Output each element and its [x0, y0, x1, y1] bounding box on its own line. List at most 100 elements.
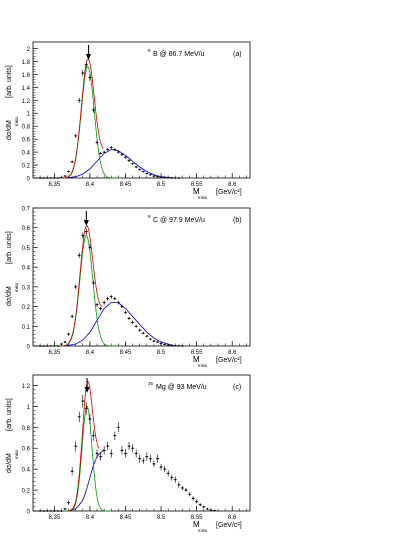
marker: [170, 344, 173, 347]
marker: [138, 168, 141, 171]
data-point: [155, 341, 160, 343]
fit-tail-curve: [64, 302, 176, 347]
x-axis-label-sub: miss: [198, 195, 208, 200]
marker: [53, 345, 56, 347]
marker: [92, 282, 95, 284]
data-point: [159, 463, 163, 471]
fit-gauss-curve: [62, 405, 112, 512]
x-tick-label: 8.6: [228, 182, 237, 188]
y-tick-label: 1.6: [22, 73, 31, 79]
data-point: [88, 413, 92, 425]
marker: [64, 341, 66, 343]
marker: [46, 177, 49, 179]
marker: [145, 455, 148, 458]
y-tick-label: 0: [27, 177, 31, 183]
marker: [71, 470, 74, 473]
marker: [64, 508, 66, 510]
data-point: [120, 304, 124, 309]
x-tick-label: 8.6: [228, 350, 237, 356]
arrow-head: [83, 220, 89, 226]
marker: [156, 457, 159, 460]
y-tick-label: 1: [27, 405, 31, 411]
y-axis-label-units: [arb. units]: [6, 398, 13, 431]
marker: [199, 503, 202, 506]
data-point: [116, 300, 120, 305]
marker: [81, 234, 84, 237]
marker: [195, 500, 198, 503]
marker: [39, 345, 42, 347]
x-tick-label: 8.35: [49, 182, 61, 188]
y-tick-label: 0: [27, 345, 31, 351]
data-point: [106, 148, 110, 151]
data-point: [166, 176, 170, 179]
marker: [149, 338, 152, 340]
data-point: [70, 467, 74, 476]
data-point: [66, 500, 71, 505]
data-point: [49, 177, 53, 179]
y-axis-title: dσ/dM miss [arb. units]: [6, 65, 19, 140]
marker: [113, 148, 116, 151]
marker: [60, 176, 63, 179]
marker: [71, 160, 74, 163]
marker: [89, 76, 91, 79]
x-tick-label: 8.35: [49, 515, 61, 521]
data-point: [177, 344, 181, 347]
marker: [74, 285, 77, 288]
data-point: [138, 168, 142, 171]
marker: [142, 332, 145, 335]
arrow-head: [85, 54, 91, 60]
data-point: [120, 446, 124, 455]
y-axis-title: dσ/dM miss [arb. units]: [6, 231, 19, 306]
marker: [128, 445, 130, 448]
marker: [170, 476, 173, 479]
data-point: [173, 476, 177, 483]
data-point: [159, 176, 163, 179]
data-point: [81, 69, 85, 77]
y-tick-label: 0.2: [22, 164, 31, 170]
fit-gauss-curve: [55, 66, 120, 179]
data-point: [123, 310, 128, 315]
beam-label-text: B @ 86.7 MeV/u: [153, 51, 205, 58]
data-point: [180, 485, 185, 491]
beam-label-mass-number: 8: [148, 48, 151, 53]
x-axis-label-main: M: [193, 355, 200, 364]
plot-frame: [32, 207, 251, 347]
data-point: [109, 146, 113, 149]
marker: [117, 426, 120, 429]
y-tick-label: 0.6: [22, 226, 31, 232]
data-point: [148, 454, 152, 463]
data-point: [95, 140, 99, 145]
data-point: [155, 175, 160, 178]
marker: [153, 175, 155, 177]
x-tick-label: 8.55: [191, 350, 203, 356]
marker: [57, 177, 59, 179]
x-axis-label-sub: miss: [198, 363, 208, 368]
marker: [174, 478, 177, 481]
marker: [160, 176, 162, 179]
marker: [128, 159, 130, 162]
data-point: [38, 177, 42, 179]
marker: [160, 466, 162, 468]
data-point: [77, 97, 81, 103]
chart-panel-0: 0 0.2 0.4 0.6 0.8 1 1.2 1.4 1.6 1.8 2 8.35 8.4 8.45 8.…: [6, 41, 251, 200]
y-tick-label: 1: [27, 112, 31, 118]
data-point: [42, 345, 46, 347]
data-point: [63, 341, 67, 344]
marker: [71, 315, 74, 318]
marker: [177, 177, 180, 179]
data-point: [49, 345, 53, 347]
data-point: [170, 177, 174, 179]
y-tick-label: 0.2: [22, 489, 31, 495]
data-point: [63, 175, 67, 177]
data-point: [209, 509, 213, 511]
marker: [124, 156, 127, 159]
data-point: [155, 454, 160, 463]
data-point: [152, 460, 156, 468]
marker: [106, 297, 109, 300]
data-point: [131, 162, 135, 165]
data-point: [70, 160, 74, 164]
y-tick-label: 1.2: [22, 384, 31, 390]
data-point: [152, 175, 156, 177]
marker: [181, 345, 184, 347]
